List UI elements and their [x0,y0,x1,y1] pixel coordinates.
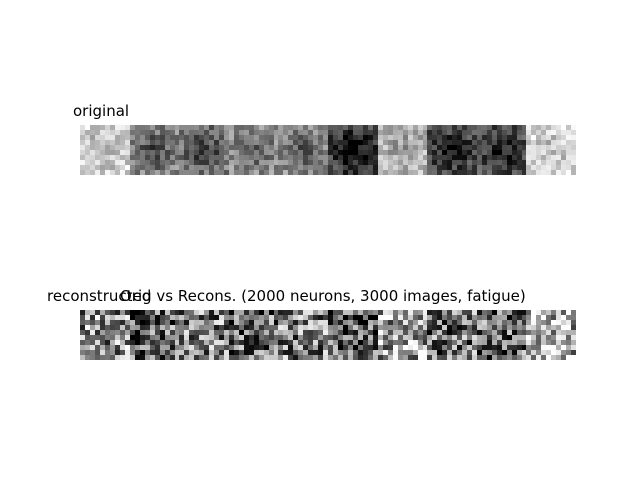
original-thumbnail [129,125,180,175]
reconstructed-thumbnail [278,310,329,360]
reconstructed-thumbnail [377,310,428,360]
original-thumbnail [427,125,478,175]
original-thumbnail [476,125,527,175]
original-thumbnail [278,125,329,175]
reconstructed-thumbnail [129,310,180,360]
original-thumbnail [526,125,577,175]
original-thumbnail [328,125,378,175]
figure-title: Orig vs Recons. (2000 neurons, 3000 imag… [120,287,526,305]
image-strip-original [80,125,577,175]
row-title-original: original [73,102,130,120]
image-strip-reconstructed [80,310,577,360]
original-thumbnail [80,125,130,175]
reconstructed-thumbnail [179,310,230,360]
reconstructed-thumbnail [328,310,378,360]
reconstructed-thumbnail [228,310,279,360]
reconstructed-thumbnail [80,310,130,360]
reconstructed-thumbnail [476,310,527,360]
row-title-reconstructed: reconstructed [47,287,152,305]
original-thumbnail [228,125,279,175]
reconstructed-thumbnail [427,310,478,360]
original-thumbnail [377,125,428,175]
reconstructed-thumbnail [526,310,577,360]
original-thumbnail [179,125,230,175]
